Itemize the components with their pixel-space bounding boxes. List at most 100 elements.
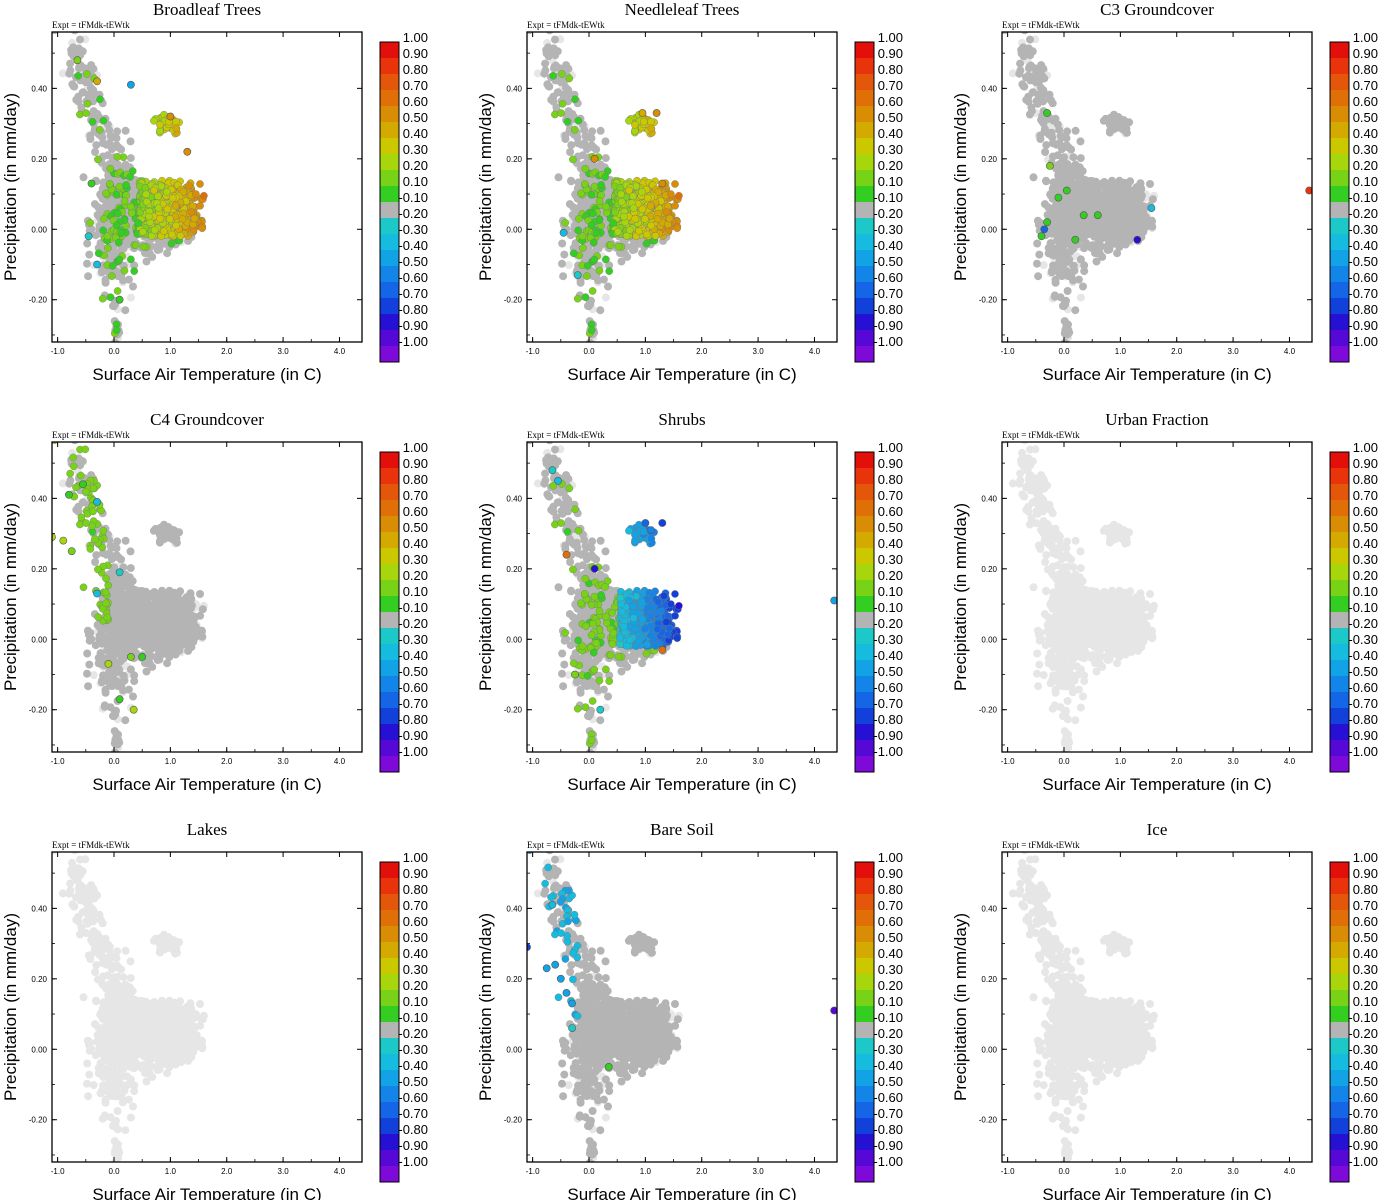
colorbar-label: -0.30 xyxy=(873,222,903,237)
data-point xyxy=(616,184,625,192)
data-point xyxy=(154,204,163,212)
data-point xyxy=(617,190,625,199)
data-point xyxy=(1080,261,1089,270)
data-point xyxy=(126,154,135,163)
x-tick-label: 3.0 xyxy=(278,347,290,356)
data-point xyxy=(1092,257,1101,266)
data-point xyxy=(178,215,187,223)
data-point xyxy=(1131,221,1140,230)
colorbar-swatch xyxy=(855,186,874,202)
data-point xyxy=(561,218,569,227)
data-point xyxy=(562,61,571,70)
data-point xyxy=(155,245,164,254)
data-point xyxy=(605,261,614,270)
data-point xyxy=(1109,227,1118,236)
colorbar-swatch xyxy=(380,170,399,186)
data-point xyxy=(113,287,122,295)
data-point xyxy=(74,97,83,106)
colorbar-swatch xyxy=(855,314,874,330)
highlight-point xyxy=(93,77,101,86)
highlight-point xyxy=(652,109,661,117)
x-tick-label: 1.0 xyxy=(165,347,177,356)
data-point xyxy=(581,293,590,302)
data-point xyxy=(1136,191,1145,200)
colorbar-swatch xyxy=(380,234,399,250)
data-point xyxy=(590,255,599,264)
data-point xyxy=(196,201,204,210)
x-tick-label: 4.0 xyxy=(809,347,821,356)
colorbar-swatch xyxy=(855,202,874,218)
data-point xyxy=(156,120,164,129)
data-point xyxy=(1128,215,1137,224)
data-point xyxy=(1104,192,1112,201)
data-point xyxy=(586,338,594,342)
data-point xyxy=(606,241,615,249)
colorbar-swatch xyxy=(380,314,399,330)
colorbar-frame xyxy=(379,41,400,363)
data-point xyxy=(162,188,171,196)
colorbar-swatch xyxy=(855,282,874,298)
highlight-point xyxy=(658,179,667,188)
colorbar-swatch xyxy=(855,58,874,74)
data-point xyxy=(605,267,613,275)
data-point xyxy=(83,239,92,248)
colorbar-swatch xyxy=(380,282,399,298)
experiment-label: Expt = tFMdk-tEWtk xyxy=(52,20,130,30)
data-point xyxy=(662,208,671,216)
colorbar-label: 1.00 xyxy=(878,30,903,45)
colorbar-label: -0.40 xyxy=(398,238,428,253)
colorbar-label: 0.30 xyxy=(878,142,903,157)
data-point xyxy=(559,272,568,281)
colorbar-swatch xyxy=(855,346,874,362)
data-point xyxy=(1044,203,1053,212)
colorbar-label: 0.80 xyxy=(403,62,428,77)
data-point xyxy=(1135,181,1143,190)
data-point xyxy=(91,148,100,156)
data-point xyxy=(142,257,151,266)
colorbar-swatch xyxy=(380,58,399,74)
data-point xyxy=(141,184,150,192)
data-point xyxy=(126,137,135,146)
highlight-point xyxy=(126,80,135,89)
data-point xyxy=(614,242,623,251)
data-point xyxy=(102,189,110,198)
colorbar-swatch xyxy=(855,138,874,154)
data-point xyxy=(602,202,610,211)
data-point xyxy=(1076,255,1085,264)
data-point xyxy=(171,202,180,210)
data-point xyxy=(1137,208,1146,217)
data-point xyxy=(604,282,612,291)
data-point xyxy=(99,116,108,125)
colorbar-swatch xyxy=(855,298,874,314)
data-point xyxy=(579,244,587,252)
colorbar-swatch xyxy=(855,266,874,282)
data-point xyxy=(560,250,569,259)
data-point xyxy=(106,164,115,173)
data-point xyxy=(551,110,559,119)
data-point xyxy=(1113,239,1122,248)
y-tick-label: 0.40 xyxy=(31,84,47,93)
data-point xyxy=(611,208,619,217)
data-point xyxy=(1071,126,1080,135)
data-point xyxy=(136,208,144,217)
colorbar-swatch xyxy=(380,154,399,170)
colorbar-label: 0.60 xyxy=(403,94,428,109)
colorbar-swatch xyxy=(380,218,399,234)
data-point xyxy=(101,278,110,287)
colorbar-swatch xyxy=(380,90,399,106)
data-point xyxy=(76,35,84,44)
data-point xyxy=(533,69,542,78)
data-point xyxy=(629,204,638,212)
data-point xyxy=(88,117,97,126)
data-point xyxy=(643,194,652,202)
data-point xyxy=(66,59,75,68)
data-point xyxy=(581,131,590,140)
data-point xyxy=(583,145,591,154)
data-point xyxy=(82,109,90,117)
data-point xyxy=(665,214,674,223)
data-point xyxy=(583,272,591,280)
data-point xyxy=(75,64,83,73)
colorbar-swatch xyxy=(855,74,874,90)
data-point xyxy=(108,262,117,270)
